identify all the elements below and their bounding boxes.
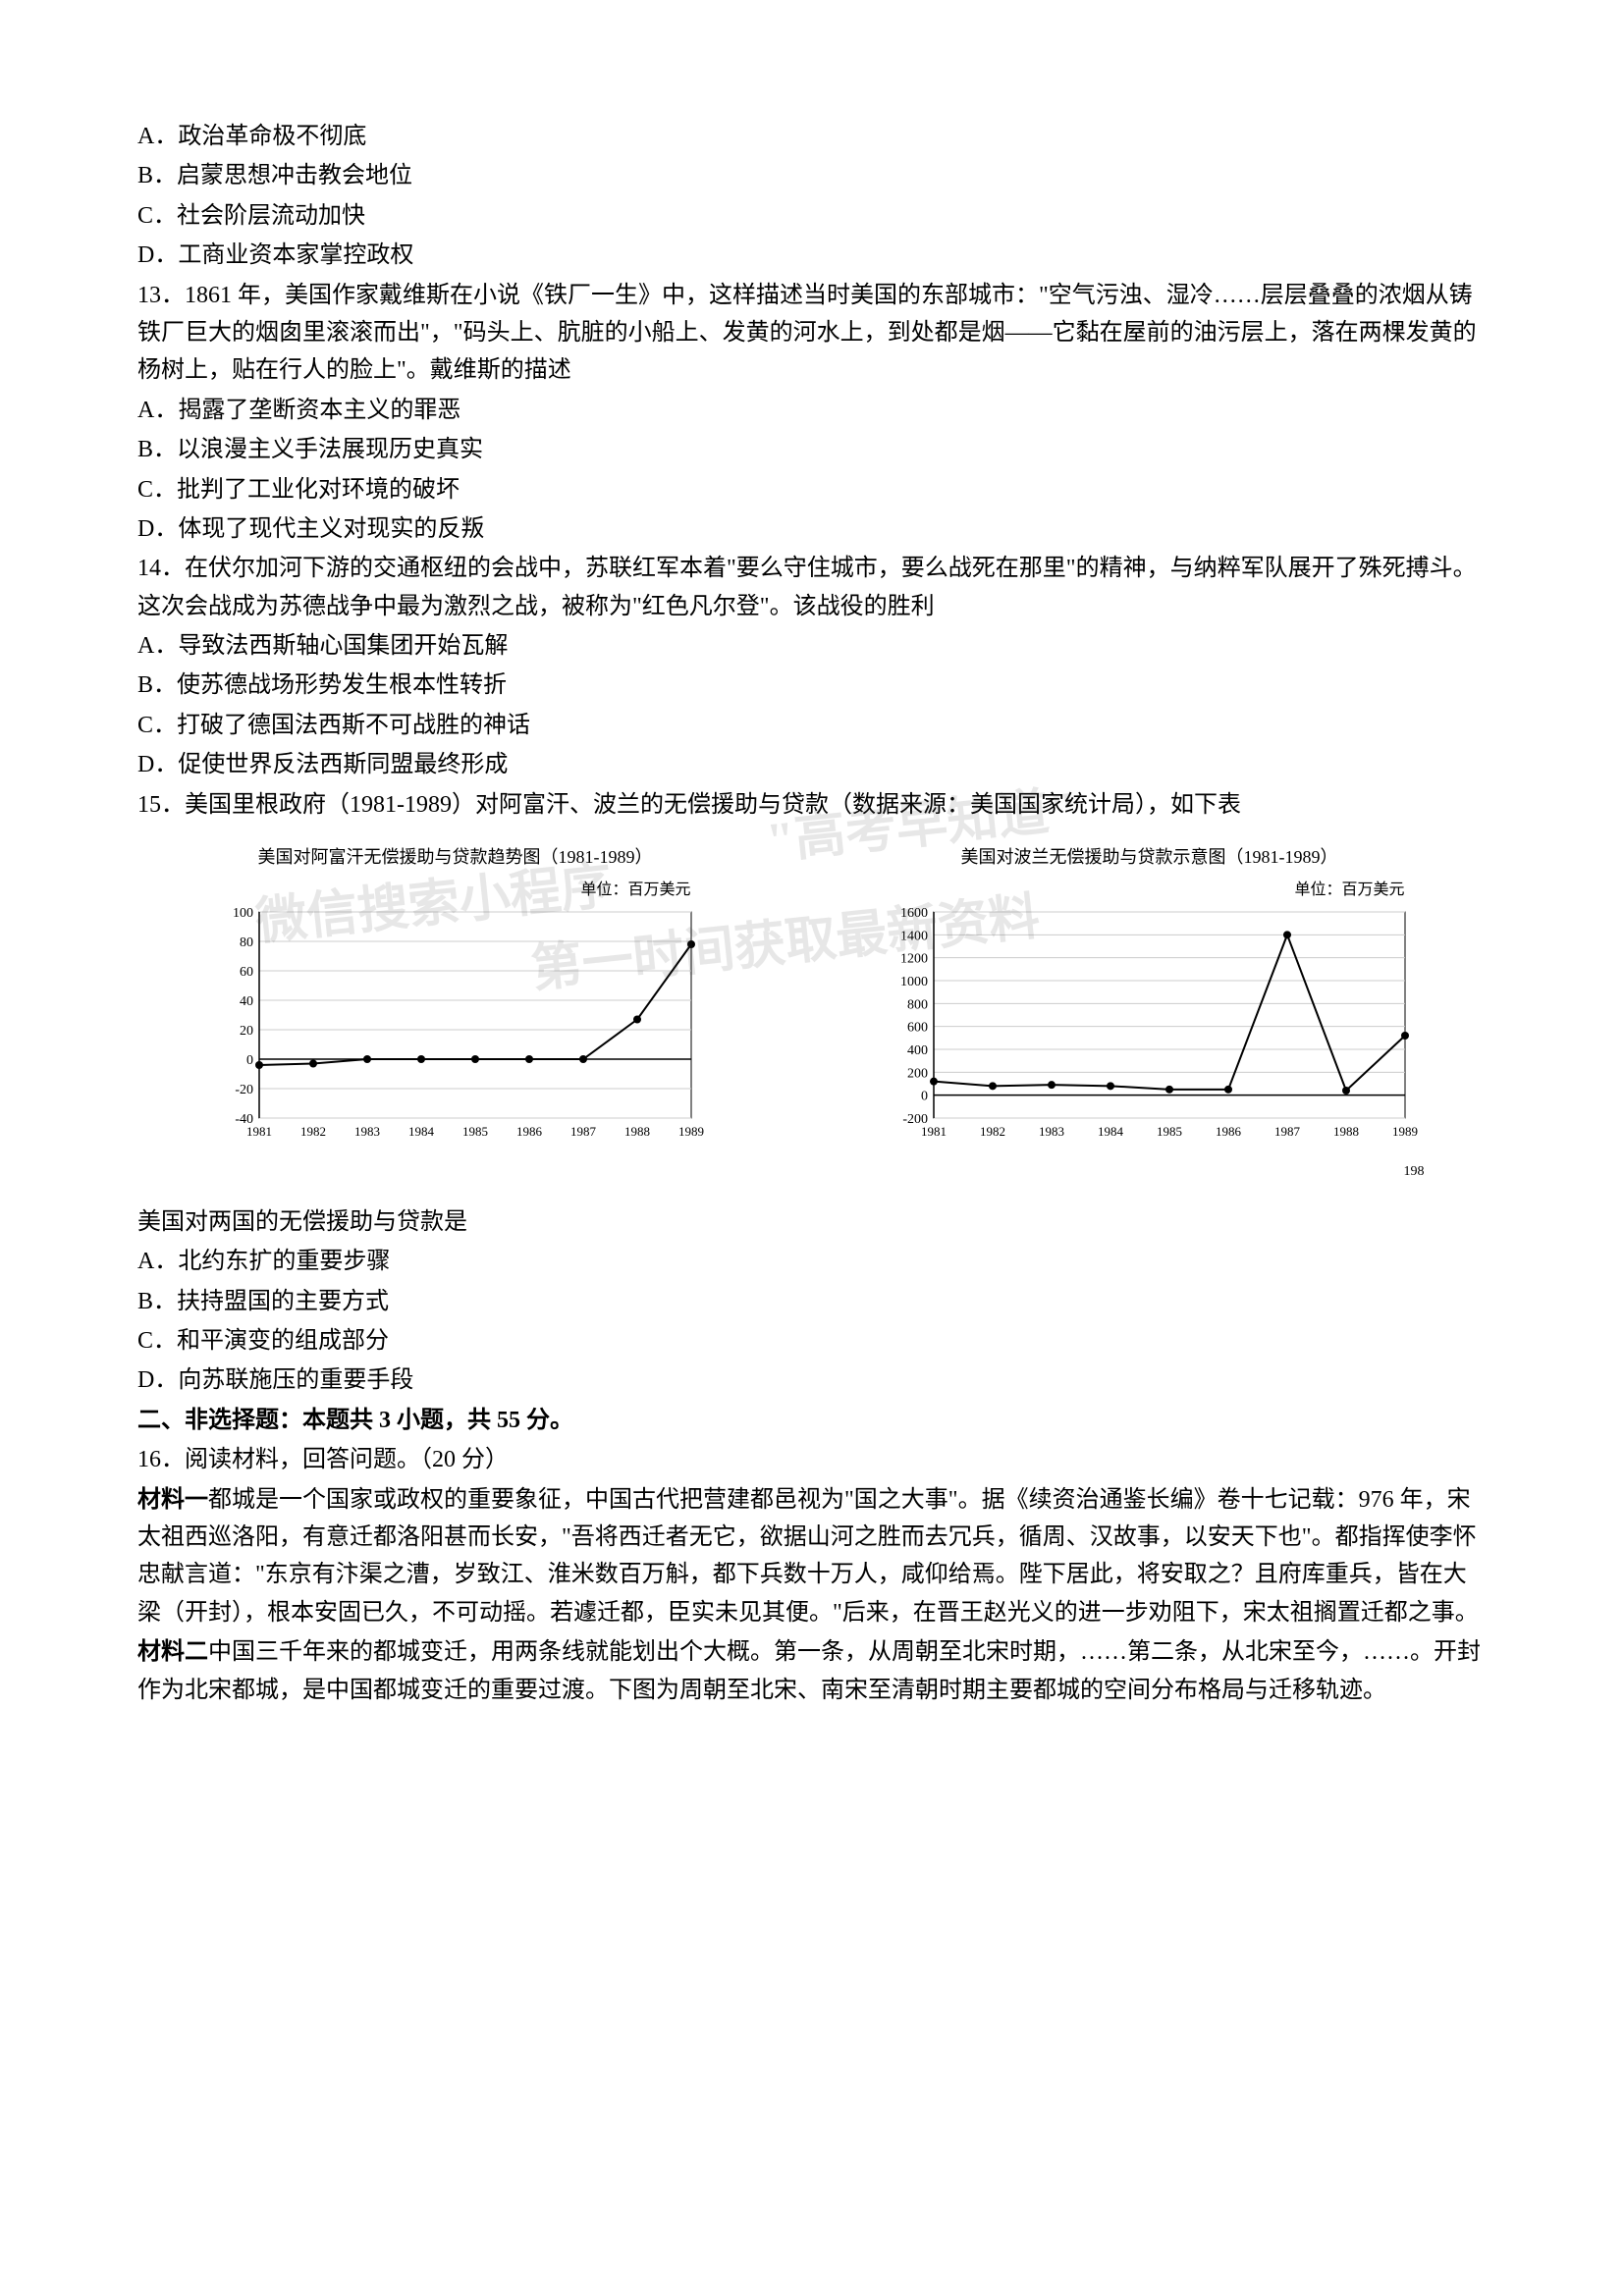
svg-text:1600: 1600: [900, 906, 928, 921]
q14-option-D: D．促使世界反法西斯同盟最终形成: [137, 746, 1487, 783]
svg-text:1983: 1983: [354, 1124, 380, 1139]
svg-text:1989: 1989: [678, 1124, 704, 1139]
chart1-unit: 单位：百万美元: [580, 878, 690, 903]
svg-text:800: 800: [907, 998, 928, 1013]
material1-text: 都城是一个国家或政权的重要象征，中国古代把营建都邑视为"国之大事"。据《续资治通…: [137, 1487, 1479, 1626]
chart1-title: 美国对阿富汗无偿援助与贷款趋势图（1981-1989）: [258, 843, 653, 872]
q15-stem: 15．美国里根政府（1981-1989）对阿富汗、波兰的无偿援助与贷款（数据来源…: [137, 786, 1487, 824]
chart2-footer-num: 198: [1404, 1161, 1425, 1183]
svg-text:200: 200: [907, 1067, 928, 1082]
q14-stem: 14．在伏尔加河下游的交通枢纽的会战中，苏联红军本着"要么守住城市，要么战死在那…: [137, 550, 1487, 625]
section2-heading: 二、非选择题：本题共 3 小题，共 55 分。: [137, 1402, 1487, 1439]
chart1-wrapper: 美国对阿富汗无偿援助与贷款趋势图（1981-1989） 单位：百万美元 -40-…: [200, 843, 711, 1184]
q13-option-C: C．批判了工业化对环境的破坏: [137, 471, 1487, 508]
q12-option-D: D．工商业资本家掌控政权: [137, 237, 1487, 274]
q14-option-C: C．打破了德国法西斯不可战胜的神话: [137, 707, 1487, 744]
chart2-title: 美国对波兰无偿援助与贷款示意图（1981-1989）: [961, 843, 1338, 872]
material2: 材料二中国三千年来的都城变迁，用两条线就能划出个大概。第一条，从周朝至北宋时期，…: [137, 1633, 1487, 1709]
svg-text:1985: 1985: [462, 1124, 488, 1139]
svg-text:1986: 1986: [516, 1124, 543, 1139]
chart1-svg: -40-200204060801001981198219831984198519…: [200, 902, 711, 1157]
svg-text:0: 0: [246, 1053, 253, 1068]
q15-option-C: C．和平演变的组成部分: [137, 1322, 1487, 1360]
chart2-wrapper: 美国对波兰无偿援助与贷款示意图（1981-1989） 单位：百万美元 -2000…: [875, 843, 1425, 1184]
svg-text:1984: 1984: [408, 1124, 435, 1139]
svg-text:1984: 1984: [1098, 1124, 1124, 1139]
svg-text:1988: 1988: [624, 1124, 650, 1139]
q12-option-A: A．政治革命极不彻底: [137, 118, 1487, 155]
svg-text:1400: 1400: [900, 930, 928, 944]
q15-option-B: B．扶持盟国的主要方式: [137, 1283, 1487, 1320]
svg-text:80: 80: [240, 935, 253, 950]
q15-option-A: A．北约东扩的重要步骤: [137, 1243, 1487, 1280]
q16-intro: 16．阅读材料，回答问题。（20 分）: [137, 1441, 1487, 1478]
svg-text:1200: 1200: [900, 952, 928, 967]
q13-option-D: D．体现了现代主义对现实的反叛: [137, 510, 1487, 548]
svg-text:0: 0: [921, 1090, 928, 1104]
chart2-unit: 单位：百万美元: [1294, 878, 1404, 903]
svg-text:1983: 1983: [1039, 1124, 1064, 1139]
svg-text:1986: 1986: [1216, 1124, 1242, 1139]
q15-followup: 美国对两国的无偿援助与贷款是: [137, 1203, 1487, 1241]
svg-text:1985: 1985: [1157, 1124, 1182, 1139]
material1: 材料一都城是一个国家或政权的重要象征，中国古代把营建都邑视为"国之大事"。据《续…: [137, 1481, 1487, 1632]
svg-text:1000: 1000: [900, 975, 928, 989]
svg-text:40: 40: [240, 994, 253, 1009]
q12-option-B: B．启蒙思想冲击教会地位: [137, 157, 1487, 194]
svg-text:1988: 1988: [1333, 1124, 1359, 1139]
chart2-svg: -200020040060080010001200140016001981198…: [875, 902, 1425, 1157]
svg-text:1982: 1982: [300, 1124, 326, 1139]
q13-option-A: A．揭露了垄断资本主义的罪恶: [137, 392, 1487, 429]
svg-text:1987: 1987: [1274, 1124, 1301, 1139]
svg-text:100: 100: [233, 906, 253, 921]
q14-option-B: B．使苏德战场形势发生根本性转折: [137, 667, 1487, 704]
svg-text:1982: 1982: [980, 1124, 1005, 1139]
material2-text: 中国三千年来的都城变迁，用两条线就能划出个大概。第一条，从周朝至北宋时期，……第…: [137, 1639, 1481, 1702]
svg-text:1987: 1987: [570, 1124, 597, 1139]
svg-text:-20: -20: [235, 1083, 253, 1097]
q12-option-C: C．社会阶层流动加快: [137, 197, 1487, 235]
svg-text:20: 20: [240, 1024, 253, 1039]
svg-text:1989: 1989: [1392, 1124, 1418, 1139]
q15-option-D: D．向苏联施压的重要手段: [137, 1362, 1487, 1399]
material2-label: 材料二: [137, 1639, 208, 1665]
svg-text:1981: 1981: [921, 1124, 947, 1139]
material1-label: 材料一: [137, 1487, 208, 1513]
svg-text:600: 600: [907, 1021, 928, 1036]
svg-text:60: 60: [240, 965, 253, 980]
q13-stem: 13．1861 年，美国作家戴维斯在小说《铁厂一生》中，这样描述当时美国的东部城…: [137, 277, 1487, 390]
q14-option-A: A．导致法西斯轴心国集团开始瓦解: [137, 627, 1487, 665]
q13-option-B: B．以浪漫主义手法展现历史真实: [137, 431, 1487, 468]
charts-row: 美国对阿富汗无偿援助与贷款趋势图（1981-1989） 单位：百万美元 -40-…: [137, 843, 1487, 1184]
svg-text:400: 400: [907, 1043, 928, 1058]
svg-text:1981: 1981: [246, 1124, 272, 1139]
